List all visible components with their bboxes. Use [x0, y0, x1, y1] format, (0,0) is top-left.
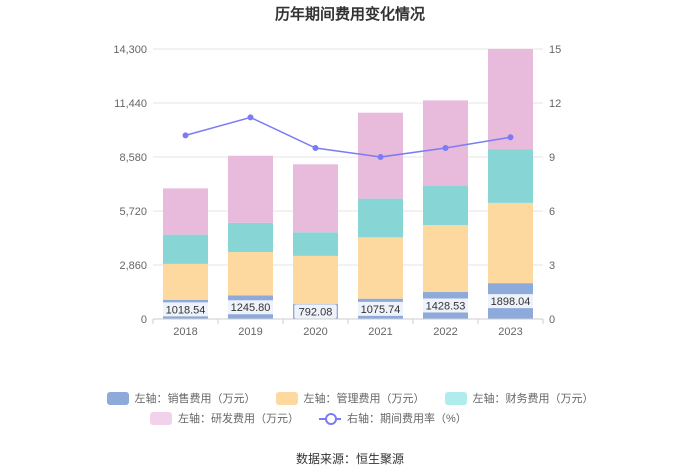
- data-label: 1018.54: [166, 304, 206, 316]
- bar-segment: [488, 49, 533, 150]
- x-axis-tick: 2023: [498, 326, 522, 338]
- bar-segment: [293, 255, 338, 305]
- right-axis-tick: 6: [549, 206, 555, 218]
- right-axis-tick: 0: [549, 314, 555, 326]
- data-label: 1898.04: [491, 296, 531, 308]
- legend-swatch-finance: [444, 391, 467, 405]
- x-axis-tick: 2021: [368, 326, 392, 338]
- bar-segment: [228, 252, 273, 296]
- legend-swatch-admin: [275, 391, 298, 405]
- legend-swatch-sales: [106, 391, 129, 405]
- left-axis-tick: 14,300: [113, 44, 147, 56]
- bar-segment: [423, 185, 468, 225]
- data-label-bg: [226, 300, 275, 315]
- bar-segment: [358, 237, 403, 299]
- data-label: 792.08: [299, 307, 333, 319]
- gridlines: [153, 48, 543, 320]
- rate-line: [185, 116, 511, 158]
- bar-segment: [423, 100, 468, 186]
- rate-point: [247, 114, 254, 121]
- data-label-bg: [356, 301, 405, 316]
- rate-point: [507, 134, 514, 141]
- left-axis-tick: 8,580: [119, 152, 147, 164]
- right-axis-tick: 15: [549, 44, 561, 56]
- x-axis-tick: 2018: [173, 326, 197, 338]
- left-axis-tick: 5,720: [119, 206, 147, 218]
- data-label: 1245.80: [231, 302, 271, 314]
- bar-segment: [293, 232, 338, 256]
- legend-label-rd: 左轴：研发费用（万元）: [178, 413, 299, 425]
- bar-segment: [163, 234, 208, 264]
- legend-item-sales[interactable]: 左轴：销售费用（万元）: [106, 390, 256, 406]
- source-note: 数据来源：恒生聚源: [295, 452, 404, 466]
- right-axis-tick: 9: [549, 152, 555, 164]
- rate-point: [377, 154, 384, 160]
- legend-label-finance: 左轴：财务费用（万元）: [472, 393, 594, 405]
- bar-segment: [228, 155, 273, 223]
- legend-swatch-rd: [150, 411, 172, 425]
- rate-point: [442, 145, 449, 151]
- data-label: 1428.53: [426, 301, 466, 313]
- bars: [163, 49, 533, 319]
- bar-segment: [358, 198, 403, 238]
- bar-segment: [163, 188, 208, 235]
- left-axis-tick: 2,860: [119, 260, 147, 272]
- right-axis-tick: 12: [549, 98, 561, 110]
- bar-segment: [488, 202, 533, 284]
- data-label-bg: [486, 294, 535, 309]
- data-label-bg: [421, 298, 470, 313]
- axes: 0 2,860 5,720 8,580 11,440 14,300 0 3 6 9 12 15 2018…: [113, 44, 561, 338]
- legend-row-2: 左轴：研发费用（万元） 右轴：期间费用率（%）: [0, 410, 700, 426]
- legend-label-rate: 右轴：期间费用率（%）: [347, 413, 467, 425]
- legend-row-1: 左轴：销售费用（万元） 左轴：管理费用（万元） 左轴：财务费用（万元）: [0, 390, 700, 406]
- bar-segment: [423, 224, 468, 293]
- data-label: 1075.74: [361, 304, 401, 316]
- legend-label-sales: 左轴：销售费用（万元）: [134, 393, 256, 405]
- legend-swatch-rate: [319, 412, 341, 425]
- data-labels: 1018.54 1245.80 792.08 1075.74 1428.53 1898.0…: [161, 294, 535, 319]
- rate-point: [182, 132, 189, 139]
- bar-segment: [163, 263, 208, 300]
- bar-segment: [228, 222, 273, 253]
- data-label-bg: [161, 302, 210, 317]
- legend-label-admin: 左轴：管理费用（万元）: [303, 393, 425, 405]
- left-axis-tick: 11,440: [114, 98, 147, 110]
- legend-item-admin[interactable]: 左轴：管理费用（万元）: [275, 390, 425, 406]
- line-series: [182, 114, 514, 160]
- rate-point: [312, 145, 319, 151]
- legend-item-rate[interactable]: 右轴：期间费用率（%）: [319, 410, 467, 426]
- x-axis-tick: 2020: [303, 326, 327, 338]
- data-label-bg: [294, 304, 337, 319]
- legend-item-finance[interactable]: 左轴：财务费用（万元）: [444, 390, 594, 406]
- bar-segment: [488, 149, 533, 203]
- legend-item-rd[interactable]: 左轴：研发费用（万元）: [150, 410, 299, 426]
- chart-title: 历年期间费用变化情况: [274, 6, 425, 23]
- right-axis-tick: 3: [549, 260, 555, 272]
- x-axis-tick: 2022: [433, 326, 457, 338]
- left-axis-tick: 0: [141, 314, 147, 326]
- bar-segment: [293, 164, 338, 233]
- x-axis-tick: 2019: [238, 326, 262, 338]
